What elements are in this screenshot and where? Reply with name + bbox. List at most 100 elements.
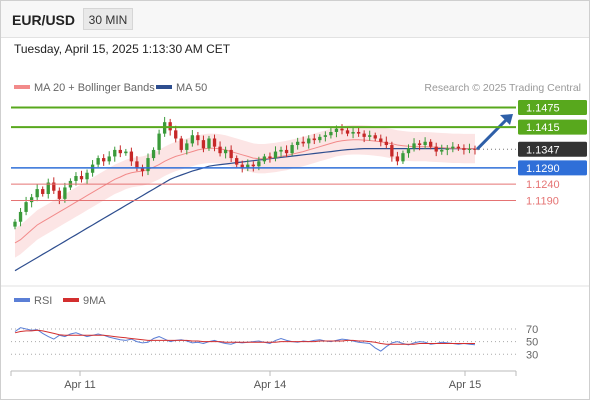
- candle-body: [96, 158, 100, 165]
- x-tick-label: Apr 11: [64, 379, 96, 391]
- ma50-legend-label: MA 50: [176, 82, 207, 94]
- candle-body: [229, 149, 233, 159]
- candle-body: [185, 143, 189, 150]
- candle-body: [368, 135, 372, 137]
- level-label-current: 1.1347: [526, 144, 560, 156]
- candle-body: [318, 136, 322, 141]
- candle-body: [157, 133, 161, 150]
- candle-body: [52, 182, 56, 191]
- datetime-label: Tuesday, April 15, 2025 1:13:30 AM CET: [14, 42, 231, 56]
- candle-body: [379, 138, 383, 142]
- price-area: [13, 114, 513, 272]
- candle-body: [262, 156, 267, 162]
- candle-body: [90, 164, 95, 173]
- candle-body: [118, 149, 122, 154]
- candle-body: [390, 145, 394, 157]
- candle-body: [196, 135, 200, 141]
- candle-body: [329, 131, 333, 136]
- candle-body: [323, 135, 328, 137]
- candle-body: [85, 172, 89, 180]
- candle-body: [429, 141, 433, 147]
- candle-body: [434, 146, 438, 152]
- ma50-line: [14, 148, 475, 272]
- rsi-tick-label: 70: [526, 324, 538, 336]
- candle-body: [423, 141, 427, 146]
- ma20-legend-label: MA 20 + Bollinger Bands: [34, 82, 155, 94]
- candle-body: [174, 130, 178, 139]
- level-label-pivot: 1.1290: [526, 163, 560, 175]
- candle-body: [18, 211, 23, 222]
- candle-body: [151, 149, 156, 159]
- candle-body: [218, 146, 222, 154]
- candle-body: [284, 149, 289, 154]
- candle-body: [63, 187, 67, 199]
- ma20-legend-swatch: [14, 85, 30, 89]
- candle-body: [268, 156, 272, 159]
- forecast-arrow-shaft: [475, 117, 509, 151]
- candle-body: [295, 141, 300, 146]
- candle-body: [113, 149, 117, 157]
- ma50-legend-swatch: [156, 85, 172, 89]
- candle-body: [334, 128, 339, 132]
- candle-body: [74, 176, 78, 181]
- level-label-support: 1.1240: [526, 179, 560, 191]
- candle-body: [462, 148, 466, 150]
- rsi-ma-line: [14, 329, 475, 345]
- x-tick-label: Apr 15: [449, 379, 481, 391]
- level-tag-pivot: [518, 160, 587, 176]
- credit-label: Research © 2025 Trading Central: [424, 82, 581, 94]
- candle-body: [46, 182, 50, 194]
- rsi-legend-swatch: [14, 298, 30, 302]
- candle-body: [340, 128, 344, 131]
- candle-body: [290, 145, 294, 154]
- candle-body: [146, 158, 150, 172]
- rsi-tick-label: 30: [526, 349, 538, 361]
- level-label-support: 1.1190: [526, 196, 559, 208]
- ma20-line: [14, 139, 475, 244]
- candle-body: [440, 149, 444, 152]
- candle-body: [312, 138, 316, 141]
- candle-body: [401, 153, 405, 162]
- candle-body: [179, 138, 183, 150]
- instrument-label: EUR/USD: [12, 12, 76, 28]
- rsi-line: [14, 327, 476, 352]
- candle-body: [456, 146, 461, 149]
- candle-body: [257, 161, 261, 167]
- candle-body: [246, 164, 250, 168]
- level-tag-current: [518, 141, 587, 157]
- candle-body: [406, 148, 411, 154]
- x-axis-ticks: Apr 11 Apr 14 Apr 15: [10, 371, 517, 391]
- candle-body: [412, 143, 416, 149]
- candle-body: [301, 141, 305, 144]
- candle-body: [29, 197, 34, 203]
- level-label-resistance: 1.1415: [526, 122, 560, 134]
- candle-body: [13, 221, 17, 227]
- candle-body: [57, 190, 61, 199]
- candle-body: [140, 167, 145, 172]
- candle-body: [207, 138, 211, 149]
- price-levels: [11, 106, 516, 201]
- timeframe-button[interactable]: 30 MIN: [83, 8, 133, 30]
- candle-body: [102, 158, 106, 162]
- candle-body: [417, 143, 422, 146]
- candle-body: [190, 135, 195, 144]
- candle-body: [223, 149, 228, 154]
- header-bar: EUR/USD 30 MIN: [1, 1, 589, 38]
- candle-body: [41, 189, 45, 194]
- rsi-legend-label: RSI: [34, 295, 52, 307]
- candle-body: [35, 189, 39, 198]
- forecast-arrow-head: [500, 114, 513, 126]
- candle-body: [251, 164, 255, 167]
- candle-body: [307, 138, 311, 144]
- price-level-labels: 1.1475 1.1415 1.1347 1.1290 1.1240 1.1190: [518, 100, 587, 208]
- candle-body: [135, 161, 139, 168]
- candle-body: [212, 138, 217, 147]
- candle-body: [201, 140, 206, 149]
- x-tick-label: Apr 14: [254, 379, 286, 391]
- candle-body: [395, 156, 400, 162]
- candle-body: [273, 151, 278, 159]
- candle-body: [235, 158, 239, 165]
